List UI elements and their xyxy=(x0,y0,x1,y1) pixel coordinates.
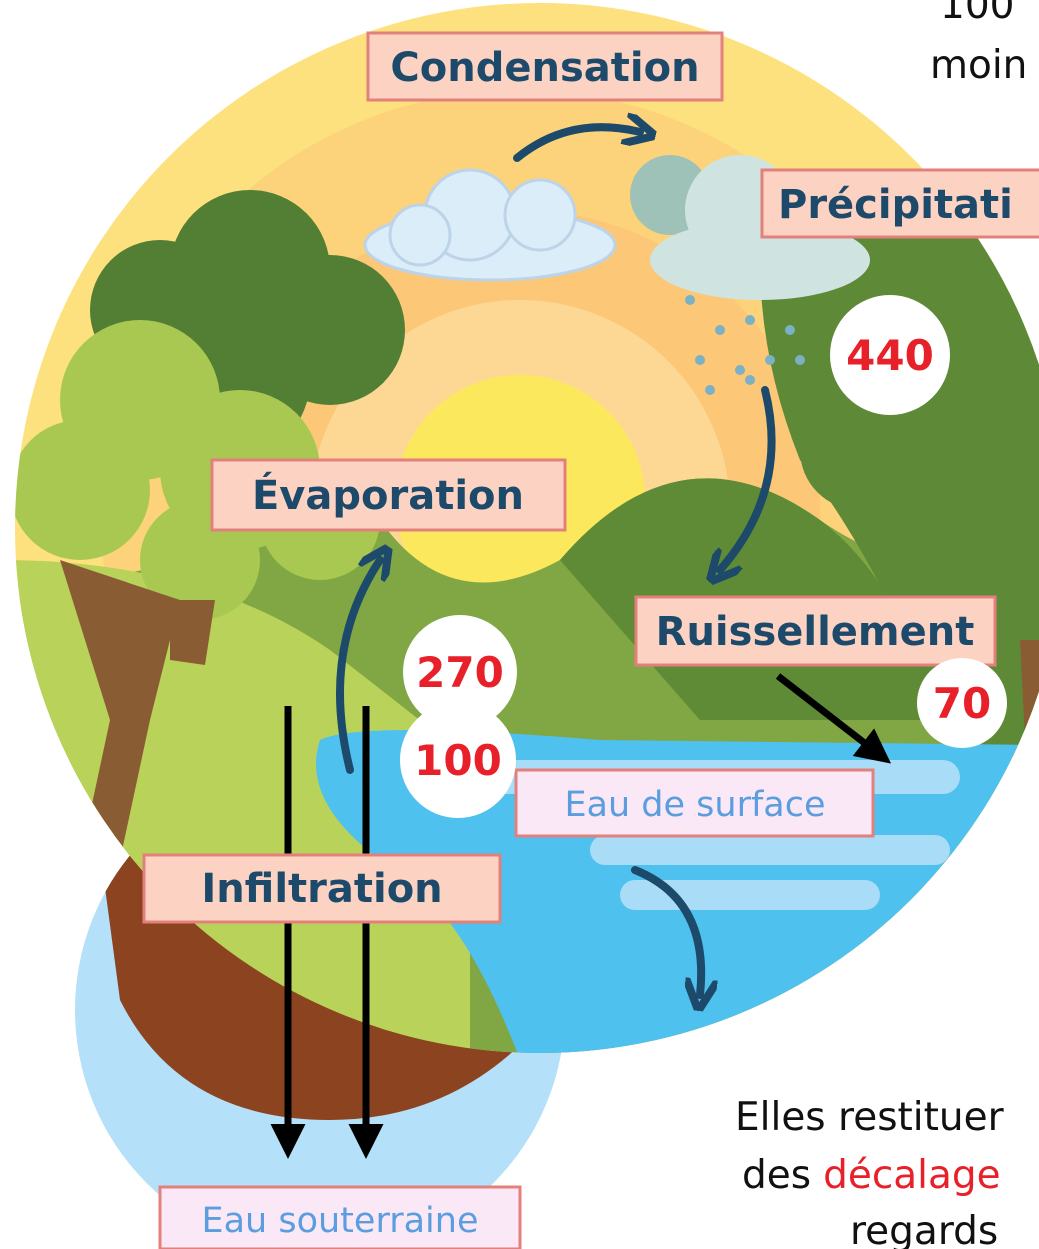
shape-circle xyxy=(10,420,150,560)
bottom-text-1: Elles restituer xyxy=(735,1095,1005,1140)
label-evaporation: Évaporation xyxy=(252,471,524,519)
shape-circle xyxy=(785,325,795,335)
label-infiltration: Infiltration xyxy=(201,866,442,912)
bottom-text-2a: des xyxy=(742,1153,811,1198)
shape-circle xyxy=(795,355,805,365)
label-eau-souterraine: Eau souterraine xyxy=(201,1201,478,1241)
shape-circle xyxy=(765,355,775,365)
top-text-2: moin xyxy=(930,43,1027,88)
bottom-text-3: regards xyxy=(850,1209,998,1249)
shape-circle xyxy=(505,180,575,250)
flow-evaporation: 270 xyxy=(416,648,504,697)
shape-circle xyxy=(745,315,755,325)
bottom-text-2: des décalage xyxy=(742,1153,1001,1198)
shape-circle xyxy=(705,385,715,395)
flow-precipitation: 440 xyxy=(846,331,934,380)
top-text-1: 100 xyxy=(940,0,1014,28)
label-eau-surface: Eau de surface xyxy=(564,785,825,825)
flow-ruissellement: 70 xyxy=(933,679,991,728)
shape-circle xyxy=(685,295,695,305)
bottom-text-2b: décalage xyxy=(823,1153,1001,1198)
shape-circle xyxy=(735,365,745,375)
shape-circle xyxy=(695,355,705,365)
water-cycle-diagram: Condensation Précipitati Évaporation Rui… xyxy=(0,0,1039,1249)
shape-circle xyxy=(390,205,450,265)
shape-circle xyxy=(715,325,725,335)
label-ruissellement: Ruissellement xyxy=(656,609,975,655)
label-precipitation: Précipitati xyxy=(778,182,1013,228)
label-condensation: Condensation xyxy=(390,45,699,91)
shape-circle xyxy=(745,375,755,385)
shape-rect xyxy=(590,835,950,865)
flow-infiltration: 100 xyxy=(414,736,502,785)
